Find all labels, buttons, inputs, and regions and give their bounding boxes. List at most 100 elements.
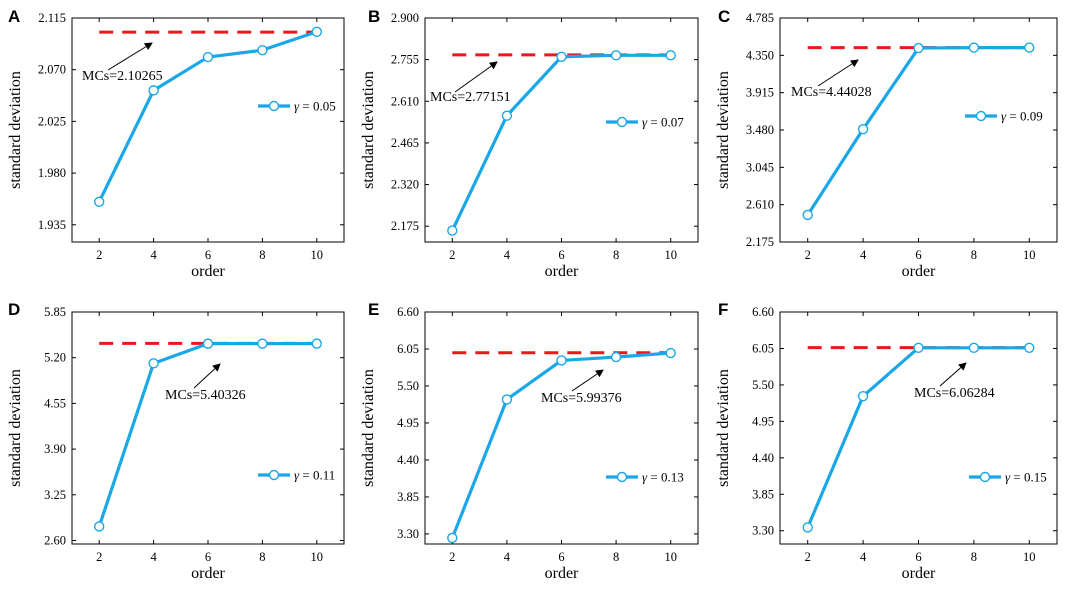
panel-e-y-tick-label: 3.30 <box>397 527 419 541</box>
panel-c-legend-value: = 0.09 <box>1006 109 1043 124</box>
panel-b-legend-gamma: γ <box>642 115 648 130</box>
panel-c-x-axis-title: order <box>902 263 936 280</box>
panel-f-y-tick-label: 5.50 <box>752 378 774 392</box>
panel-f-y-tick-label: 4.95 <box>752 414 774 428</box>
panel-e-x-tick-label: 10 <box>664 550 677 564</box>
panel-a-y-tick-label: 2.025 <box>38 114 66 128</box>
panel-f-x-tick-label: 2 <box>805 550 811 564</box>
panel-a-y-tick-label: 1.980 <box>38 166 66 180</box>
panel-a-legend-label: γ = 0.05 <box>294 99 336 114</box>
panel-d-legend-value: = 0.11 <box>299 468 335 483</box>
panel-c-letter: C <box>718 7 730 26</box>
panel-c-x-tick-label: 2 <box>805 248 811 262</box>
panel-f-data-point <box>857 390 869 402</box>
panel-f-series-line <box>806 346 1030 529</box>
panel-e-legend-value: = 0.13 <box>647 470 684 485</box>
panel-a-x-tick-label: 6 <box>205 248 211 262</box>
panel-c-annotation-arrow <box>817 59 859 87</box>
panel-e-series-line <box>450 351 671 539</box>
panel-c-series-line <box>806 46 1030 216</box>
panel-e-data-point <box>447 532 458 544</box>
panel-d-legend-marker <box>268 469 280 481</box>
panel-d-y-tick-label: 2.60 <box>44 533 66 547</box>
panel-f-data-point <box>1024 342 1035 353</box>
panel-f-x-tick-label: 4 <box>860 550 867 564</box>
panel-e-mcs-annotation: MCs=5.99376 <box>541 391 622 406</box>
panel-e-data-point <box>665 347 676 359</box>
panel-b-data-point <box>610 50 622 61</box>
panel-f-data-point <box>913 342 924 353</box>
panel-d-y-tick-label: 3.90 <box>44 442 66 456</box>
panel-c-y-tick-label: 4.350 <box>746 48 774 62</box>
panel-b-y-tick-label: 2.175 <box>391 219 419 233</box>
panel-f-x-tick-label: 8 <box>971 550 977 564</box>
panel-c-legend-marker <box>975 110 987 122</box>
panel-f-letter: F <box>718 300 728 319</box>
panel-e-y-tick-label: 6.05 <box>397 342 419 356</box>
panel-b-data-point <box>665 50 676 61</box>
panel-d-mcs-annotation: MCs=5.40326 <box>165 388 246 403</box>
panel-d-data-point <box>257 338 268 349</box>
panel-a-letter: A <box>8 7 20 26</box>
panel-d-data-point <box>148 358 159 369</box>
panel-d-x-tick-label: 8 <box>259 550 265 564</box>
panel-a-legend-marker <box>268 100 280 112</box>
panel-b-legend-label: γ = 0.07 <box>642 115 684 130</box>
panel-c-data-point <box>913 42 924 54</box>
panel-b-y-tick-label: 2.465 <box>391 136 419 150</box>
panel-a-data-point <box>257 44 268 56</box>
panel-c-data-point <box>802 209 813 221</box>
panel-c-mcs-annotation: MCs=4.44028 <box>791 85 872 100</box>
panel-e-x-tick-label: 8 <box>613 550 619 564</box>
panel-d-y-tick-label: 4.55 <box>44 396 66 410</box>
panel-a-frame <box>71 17 345 243</box>
panel-b-annotation-arrow <box>454 61 498 93</box>
panel-d-y-axis-title: standard deviation <box>7 369 24 487</box>
panel-a-chart: A 2 4 6 8 10 1.935 1.980 2.025 2.070 2.115 order sta… <box>7 7 345 280</box>
panel-b-x-tick-label: 4 <box>504 248 511 262</box>
panel-e-x-tick-label: 4 <box>504 550 511 564</box>
panel-c-x-tick-label: 10 <box>1023 248 1036 262</box>
panel-f-x-tick-label: 10 <box>1023 550 1036 564</box>
panel-b-x-axis-title: order <box>545 263 579 280</box>
panel-b-chart: B 2 4 6 8 10 2.175 2.320 2.465 2.610 2.755 2.900 ord… <box>360 7 699 280</box>
panel-e-x-axis-title: order <box>545 565 579 582</box>
panel-e-y-tick-label: 6.60 <box>397 305 419 319</box>
panel-d-y-tick-label: 5.20 <box>44 351 66 365</box>
panel-e-data-point <box>501 394 513 405</box>
panel-a-y-tick-label: 2.115 <box>38 11 66 25</box>
panel-d-legend-gamma: γ <box>294 468 300 483</box>
panel-d-y-tick-label: 3.25 <box>44 488 66 502</box>
panel-d-chart: D 2 4 6 8 10 2.60 3.25 3.90 4.55 5.20 5.85 order stan… <box>7 300 345 582</box>
panel-d-y-tick-label: 5.85 <box>44 305 66 319</box>
panel-d-data-point <box>311 338 322 349</box>
panel-c-data-point <box>1024 42 1035 53</box>
panel-e-y-tick-label: 4.95 <box>397 416 419 430</box>
panel-f-legend-marker <box>979 471 991 483</box>
panel-f-y-tick-label: 6.60 <box>752 305 774 319</box>
panel-b-legend-value: = 0.07 <box>647 115 684 130</box>
panel-a-x-tick-label: 10 <box>311 248 324 262</box>
panel-a-y-tick-label: 2.070 <box>38 63 66 77</box>
panel-c-data-point <box>968 42 980 53</box>
panel-a-y-tick-label: 1.935 <box>38 218 66 232</box>
panel-f-y-tick-label: 4.40 <box>752 451 774 465</box>
panel-d-annotation-arrow <box>193 363 221 389</box>
panel-c-legend-gamma: γ <box>1001 109 1007 124</box>
panel-e-letter: E <box>368 300 379 319</box>
panel-b-series-line <box>450 53 671 232</box>
panel-c-legend-label: γ = 0.09 <box>1001 109 1043 124</box>
panel-d-x-tick-label: 6 <box>205 550 211 564</box>
panel-d-data-point <box>202 338 214 349</box>
panel-a-x-tick-label: 4 <box>150 248 157 262</box>
panel-d-letter: D <box>8 300 20 319</box>
panel-a-legend-value: = 0.05 <box>299 99 336 114</box>
panel-c-y-tick-label: 3.915 <box>746 86 774 100</box>
panel-b-y-tick-label: 2.320 <box>391 178 419 192</box>
panel-b-data-point <box>501 110 513 121</box>
panel-e-legend-marker <box>616 471 628 483</box>
panel-c-y-axis-title: standard deviation <box>715 71 732 189</box>
panel-f-mcs-annotation: MCs=6.06284 <box>914 386 995 401</box>
panel-c-chart: C 2 4 6 8 10 2.175 2.610 3.045 3.480 3.915 4.350 4.7… <box>715 7 1058 280</box>
panel-b-x-tick-label: 2 <box>449 248 455 262</box>
